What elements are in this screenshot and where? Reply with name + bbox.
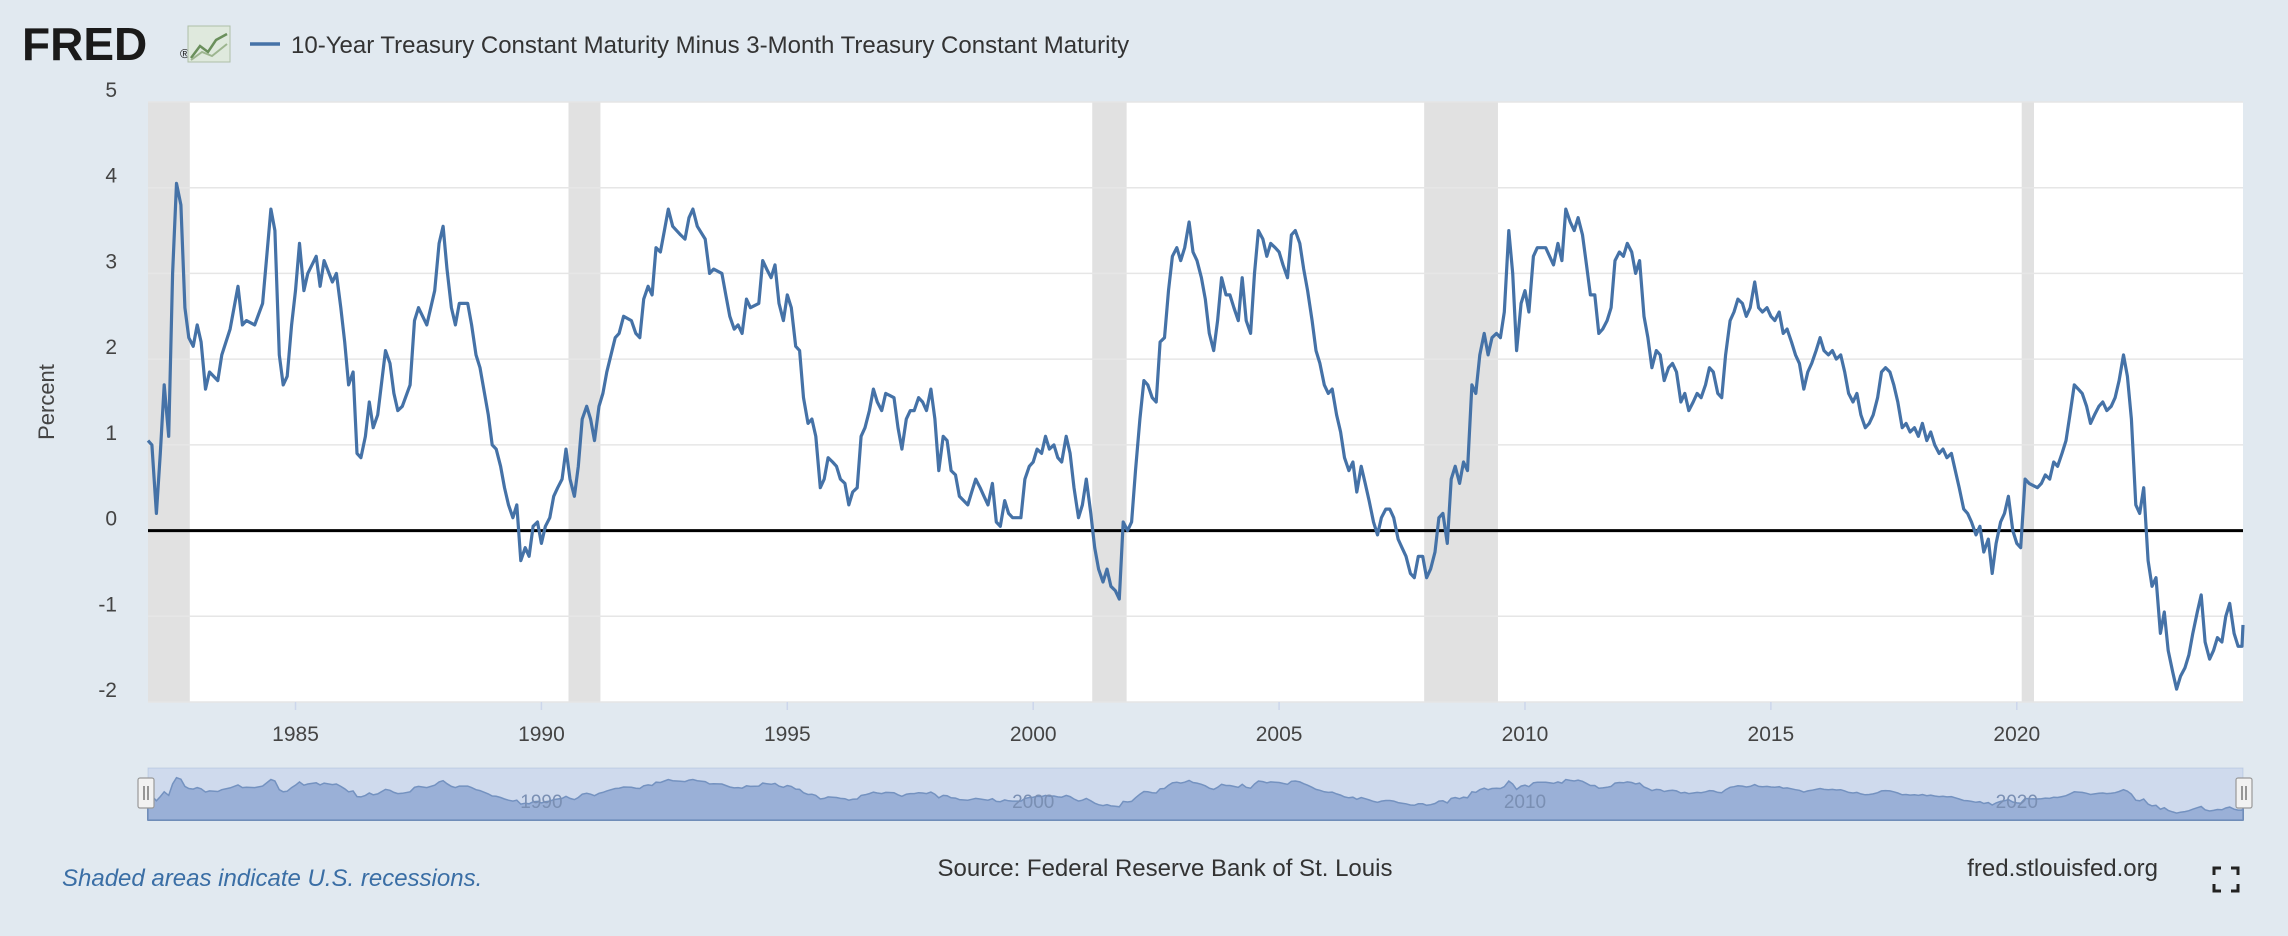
x-tick-label: 2010	[1502, 723, 1549, 746]
navigator-labels: 1990 2000 2010 2020	[520, 792, 2038, 813]
y-tick-label: 2	[105, 336, 117, 359]
x-tick-label: 1985	[272, 723, 319, 746]
y-tick-label: -2	[98, 679, 117, 702]
header: FRED ® 10-Year Treasury Constant Maturit…	[22, 18, 1129, 70]
site-link[interactable]: fred.stlouisfed.org	[1967, 855, 2158, 882]
footer: Shaded areas indicate U.S. recessions. S…	[62, 855, 2240, 893]
registered-mark: ®	[180, 46, 190, 61]
source-text: Source: Federal Reserve Bank of St. Loui…	[938, 855, 1393, 882]
x-tick-label: 2015	[1748, 723, 1795, 746]
recession-band	[1424, 102, 1498, 702]
recession-band	[2021, 102, 2034, 702]
navigator-handle-left[interactable]	[137, 777, 155, 809]
x-axis: 1985 1990 1995 2000 2005 2010 2015 2020	[272, 702, 2040, 746]
x-tick-label: 2020	[1993, 723, 2040, 746]
navigator-area	[147, 776, 2244, 821]
line-graph-icon	[187, 25, 231, 63]
y-tick-label: 4	[105, 165, 117, 188]
y-tick-label: -1	[98, 593, 117, 616]
navigator-handle-right[interactable]	[2235, 777, 2253, 809]
plot-area	[146, 101, 2245, 703]
navigator-label: 1990	[520, 792, 562, 813]
x-tick-label: 2005	[1256, 723, 1303, 746]
recession-note: Shaded areas indicate U.S. recessions.	[62, 865, 482, 892]
range-navigator[interactable]: 1990 2000 2010 2020	[137, 767, 2253, 821]
navigator-label: 2000	[1012, 792, 1054, 813]
fred-logo[interactable]: FRED	[22, 18, 147, 70]
y-tick-label: 3	[105, 250, 117, 273]
y-tick-label: 5	[105, 79, 117, 102]
x-tick-label: 1990	[518, 723, 565, 746]
y-axis: -2 -1 0 1 2 3 4 5	[98, 79, 117, 702]
y-tick-label: 1	[105, 422, 117, 445]
navigator-label: 2020	[1996, 792, 2038, 813]
y-axis-label: Percent	[34, 364, 59, 440]
x-tick-label: 1995	[764, 723, 811, 746]
recession-band	[1092, 102, 1127, 702]
plot-background	[148, 102, 2243, 702]
navigator-label: 2010	[1504, 792, 1546, 813]
y-tick-label: 0	[105, 508, 117, 531]
x-tick-label: 2000	[1010, 723, 1057, 746]
series-line[interactable]	[146, 181, 2245, 691]
navigator-selected-range[interactable]	[148, 768, 2243, 820]
fullscreen-icon[interactable]	[2212, 866, 2240, 893]
recession-band	[568, 102, 601, 702]
recession-bands	[148, 102, 2034, 702]
series-title[interactable]: 10-Year Treasury Constant Maturity Minus…	[291, 32, 1129, 59]
